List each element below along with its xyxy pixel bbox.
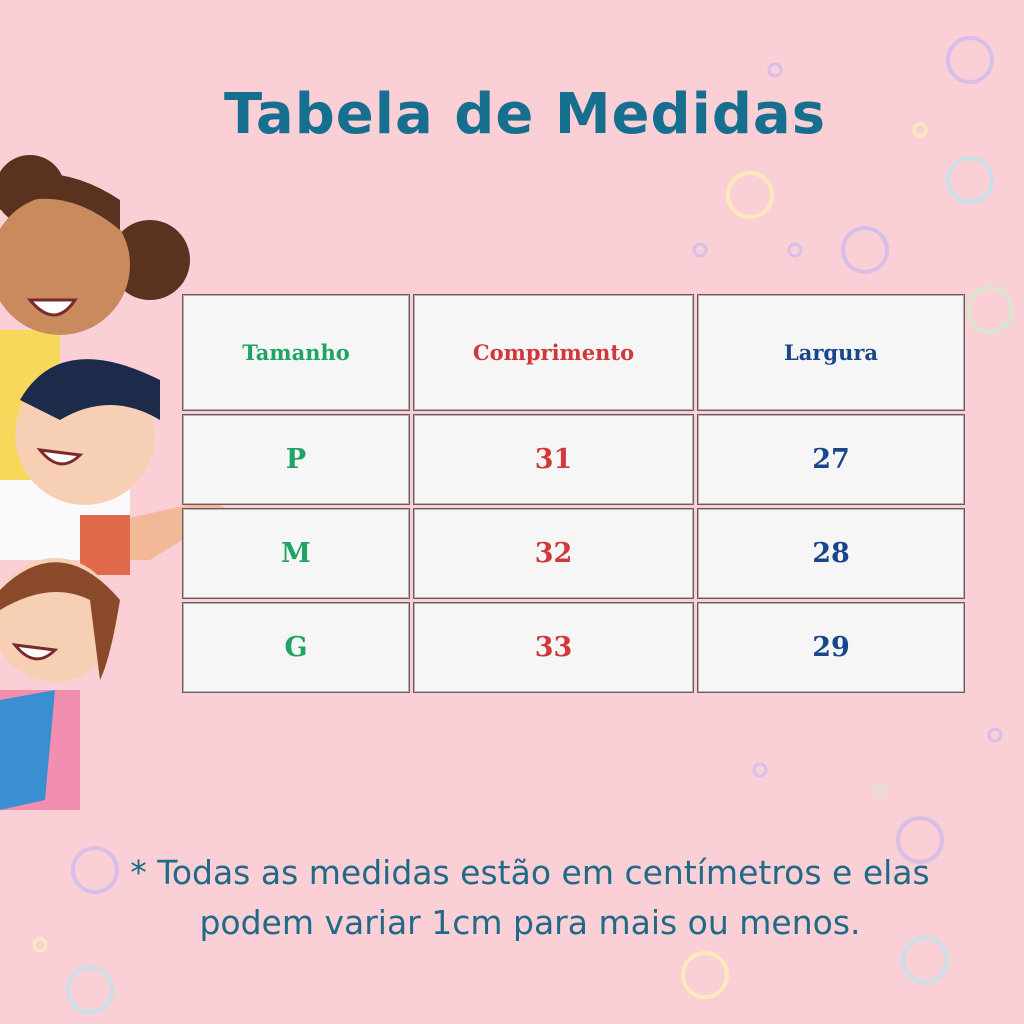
header-length: Comprimento	[413, 294, 694, 411]
header-width: Largura	[697, 294, 965, 411]
note-line-2: podem variar 1cm para mais ou menos.	[199, 903, 861, 942]
cell-width-m: 28	[697, 508, 965, 599]
page-title: Tabela de Medidas	[223, 82, 827, 147]
cell-length-m: 32	[413, 508, 694, 599]
cell-length-p: 31	[413, 414, 694, 505]
header-size: Tamanho	[182, 294, 410, 411]
size-table: Tamanho Comprimento Largura P 31 27 M 32…	[182, 294, 965, 693]
cell-size-p: P	[182, 414, 410, 505]
cell-width-p: 27	[697, 414, 965, 505]
cell-size-g: G	[182, 602, 410, 693]
cell-size-m: M	[182, 508, 410, 599]
cell-width-g: 29	[697, 602, 965, 693]
cell-length-g: 33	[413, 602, 694, 693]
measurement-note: * Todas as medidas estão em centímetros …	[40, 848, 1020, 948]
note-line-1: * Todas as medidas estão em centímetros …	[130, 853, 930, 892]
